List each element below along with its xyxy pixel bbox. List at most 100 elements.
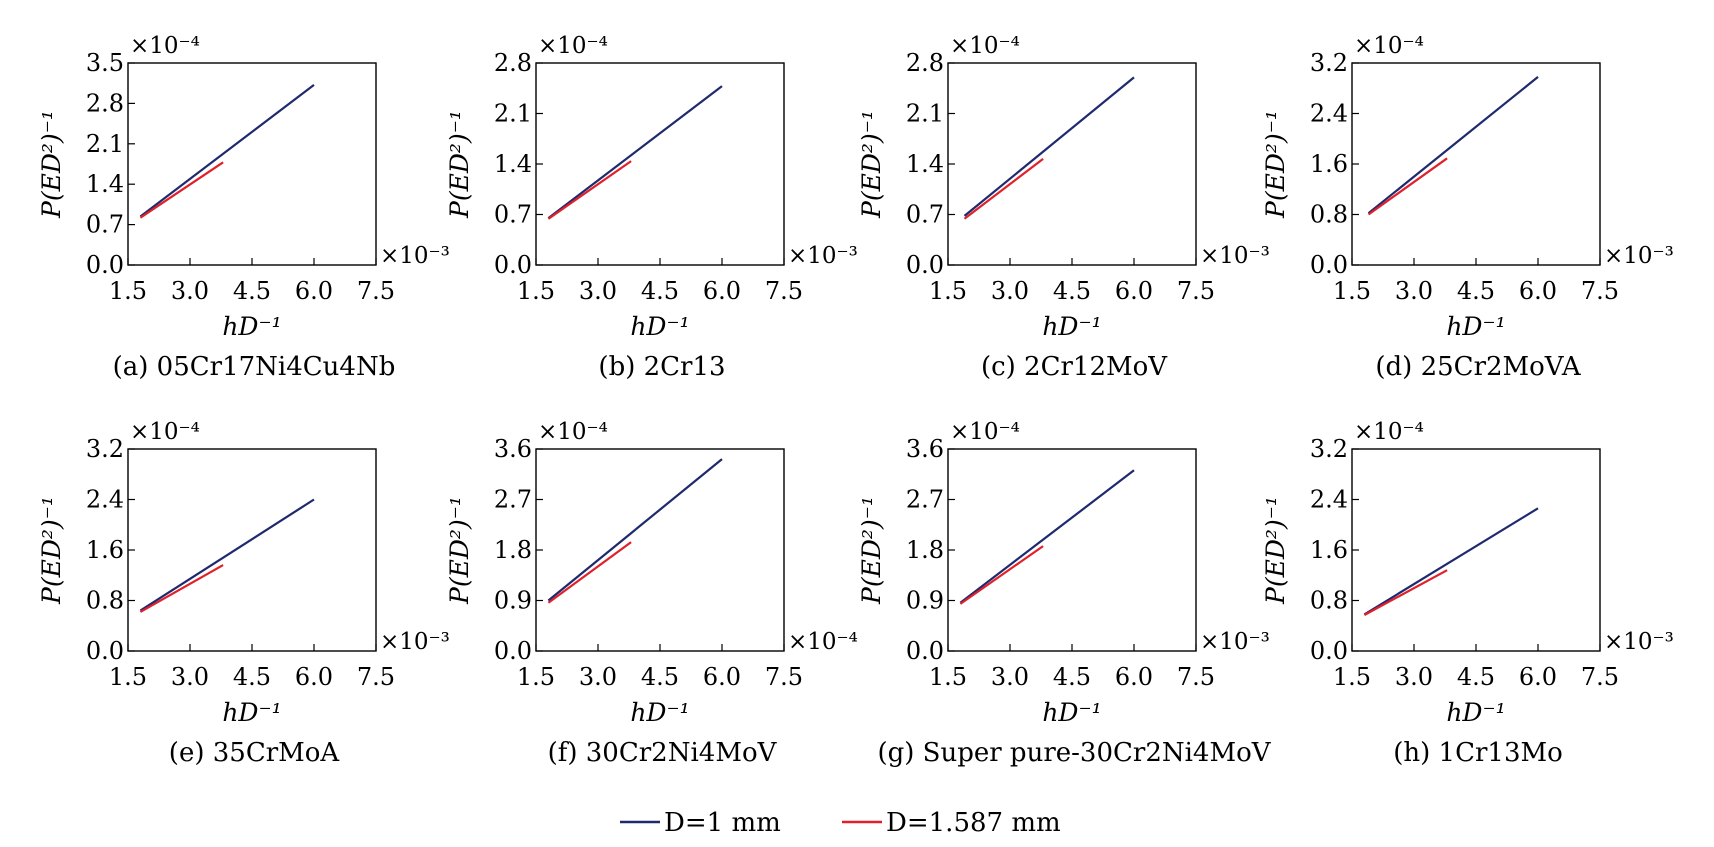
y-tick-label: 2.4 [1310,486,1348,514]
x-tick-label: 4.5 [233,663,271,691]
x-tick-label: 7.5 [1581,277,1619,305]
y-tick-label: 3.2 [1310,435,1348,463]
x-axis-label: hD⁻¹ [1446,698,1505,727]
y-tick-label: 1.4 [906,150,944,178]
x-tick-label: 4.5 [641,663,679,691]
x-tick-label: 6.0 [295,663,333,691]
panel-caption: (d) 25Cr2MoVA [1375,352,1581,382]
y-tick-label: 0.0 [86,637,124,665]
x-tick-label: 6.0 [703,663,741,691]
chart-panel-0: 0.0 0.7 1.4 2.1 2.8 3.5 1.5 3.0 4.5 6.0 7.5 ×10⁻⁴ ×1… [37,33,450,382]
x-tick-label: 3.0 [1395,277,1433,305]
y-tick-label: 0.9 [494,587,532,615]
y-multiplier: ×10⁻⁴ [130,33,200,59]
y-tick-label: 0.0 [906,251,944,279]
x-tick-label: 3.0 [171,663,209,691]
panel-caption: (e) 35CrMoA [169,738,341,768]
y-tick-label: 2.8 [494,49,532,77]
chart-panel-7: 0.0 0.8 1.6 2.4 3.2 1.5 3.0 4.5 6.0 7.5 ×10⁻⁴ ×10⁻³… [1261,419,1674,768]
y-multiplier: ×10⁻⁴ [950,419,1020,445]
series-line-d-1587mm [1367,157,1448,216]
y-axis-label: P(ED²)⁻¹ [445,110,474,219]
plot-frame [127,62,377,266]
x-tick-label: 6.0 [295,277,333,305]
x-axis-label: hD⁻¹ [1042,312,1101,341]
panel-caption: (a) 05Cr17Ni4Cu4Nb [113,352,396,382]
y-tick-label: 1.6 [86,536,124,564]
y-tick-label: 3.6 [906,435,944,463]
x-tick-label: 3.0 [171,277,209,305]
y-tick-label: 1.8 [906,536,944,564]
series-line-d-1mm [547,458,723,602]
x-tick-label: 1.5 [109,663,147,691]
x-tick-label: 4.5 [1457,663,1495,691]
x-tick-label: 4.5 [1053,663,1091,691]
series-line-d-1587mm [547,160,632,220]
y-axis-label: P(ED²)⁻¹ [1261,110,1290,219]
y-tick-label: 2.4 [86,486,124,514]
x-multiplier: ×10⁻³ [788,243,858,269]
x-tick-label: 7.5 [357,277,395,305]
y-tick-label: 0.0 [906,637,944,665]
y-tick-label: 0.0 [494,637,532,665]
series-line-d-1mm [547,85,723,219]
plot-frame [947,448,1197,652]
x-multiplier: ×10⁻⁴ [788,629,858,655]
x-multiplier: ×10⁻³ [1200,629,1270,655]
x-tick-label: 6.0 [1519,277,1557,305]
panel-caption: (h) 1Cr13Mo [1393,738,1563,768]
series-line-d-1mm [139,498,315,612]
series-line-d-1mm [1363,507,1539,616]
y-axis-label: P(ED²)⁻¹ [445,496,474,605]
y-tick-label: 0.7 [906,201,944,229]
panel-caption: (b) 2Cr13 [598,352,725,382]
y-tick-label: 0.8 [86,587,124,615]
y-tick-label: 0.0 [86,251,124,279]
plot-frame [127,448,377,652]
x-multiplier: ×10⁻³ [380,629,450,655]
y-axis-label: P(ED²)⁻¹ [37,110,66,219]
y-tick-label: 2.1 [86,130,124,158]
series-line-d-1587mm [1363,569,1448,616]
chart-panel-6: 0.0 0.9 1.8 2.7 3.6 1.5 3.0 4.5 6.0 7.5 ×10⁻⁴ ×10⁻³… [857,419,1272,768]
y-tick-label: 2.1 [906,100,944,128]
chart-panel-4: 0.0 0.8 1.6 2.4 3.2 1.5 3.0 4.5 6.0 7.5 ×10⁻⁴ ×10⁻³… [37,419,450,768]
plot-frame [1351,62,1601,266]
y-tick-label: 0.8 [1310,587,1348,615]
y-axis-label: P(ED²)⁻¹ [857,496,886,605]
x-tick-label: 4.5 [641,277,679,305]
x-tick-label: 7.5 [357,663,395,691]
y-tick-label: 0.0 [1310,637,1348,665]
y-tick-label: 0.0 [1310,251,1348,279]
y-tick-label: 2.7 [906,486,944,514]
y-tick-label: 2.8 [86,89,124,117]
series-line-d-1mm [963,76,1135,217]
chart-panel-2: 0.0 0.7 1.4 2.1 2.8 1.5 3.0 4.5 6.0 7.5 ×10⁻⁴ ×10⁻³… [857,33,1270,382]
x-tick-label: 6.0 [1519,663,1557,691]
x-tick-label: 1.5 [929,663,967,691]
x-axis-label: hD⁻¹ [1042,698,1101,727]
x-tick-label: 7.5 [1177,663,1215,691]
chart-panels: 0.0 0.7 1.4 2.1 2.8 3.5 1.5 3.0 4.5 6.0 7.5 ×10⁻⁴ ×1… [37,33,1674,768]
chart-panel-3: 0.0 0.8 1.6 2.4 3.2 1.5 3.0 4.5 6.0 7.5 ×10⁻⁴ ×10⁻³… [1261,33,1674,382]
series-line-d-1mm [1367,76,1539,215]
y-tick-label: 0.7 [494,201,532,229]
legend-label-d-1587mm: D=1.587 mm [886,808,1061,838]
y-axis-label: P(ED²)⁻¹ [857,110,886,219]
y-multiplier: ×10⁻⁴ [538,419,608,445]
panel-caption: (g) Super pure-30Cr2Ni4MoV [877,738,1271,768]
x-tick-label: 3.0 [579,663,617,691]
y-tick-label: 1.4 [86,170,124,198]
x-tick-label: 6.0 [703,277,741,305]
x-axis-label: hD⁻¹ [630,698,689,727]
legend: D=1 mm D=1.587 mm [620,808,1061,838]
x-axis-label: hD⁻¹ [222,312,281,341]
x-tick-label: 7.5 [765,663,803,691]
y-tick-label: 3.2 [86,435,124,463]
x-tick-label: 6.0 [1115,663,1153,691]
x-tick-label: 3.0 [991,277,1029,305]
plot-frame [535,62,785,266]
x-tick-label: 4.5 [1457,277,1495,305]
chart-panel-1: 0.0 0.7 1.4 2.1 2.8 1.5 3.0 4.5 6.0 7.5 ×10⁻⁴ ×10⁻³… [445,33,858,382]
